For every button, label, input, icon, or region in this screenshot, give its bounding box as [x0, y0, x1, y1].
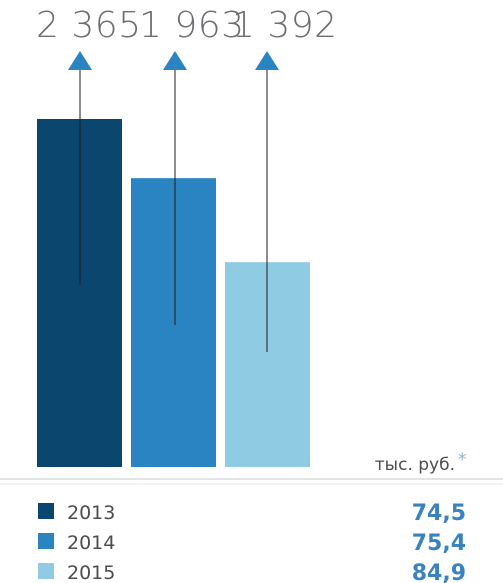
arrow-head-icon-2015	[255, 51, 279, 70]
arrow-head-icon-2013	[68, 51, 92, 70]
unit-label: тыс. руб.	[375, 455, 455, 475]
legend: 2013 74,5 2014 75,4 2015 84,9	[38, 501, 466, 583]
legend-swatch-2014	[38, 533, 54, 549]
legend-swatch-2013	[38, 503, 54, 519]
legend-label-2015: 2015	[67, 562, 115, 583]
value-label-2013: 2 365	[36, 5, 142, 46]
legend-value-2014: 75,4	[412, 531, 466, 556]
legend-swatch-2015	[38, 563, 54, 579]
legend-label-2013: 2013	[67, 502, 115, 524]
bar-2014	[131, 178, 216, 467]
legend-value-2013: 74,5	[412, 501, 466, 526]
arrow-head-icon-2014	[163, 51, 187, 70]
legend-value-2015: 84,9	[412, 561, 466, 583]
legend-label-2014: 2014	[67, 532, 115, 554]
arrows-layer	[68, 51, 279, 352]
value-label-2015: 1 392	[232, 5, 338, 46]
value-label-2014: 1 963	[139, 5, 245, 46]
bars-layer	[37, 119, 310, 467]
unit-asterisk: *	[458, 450, 467, 470]
